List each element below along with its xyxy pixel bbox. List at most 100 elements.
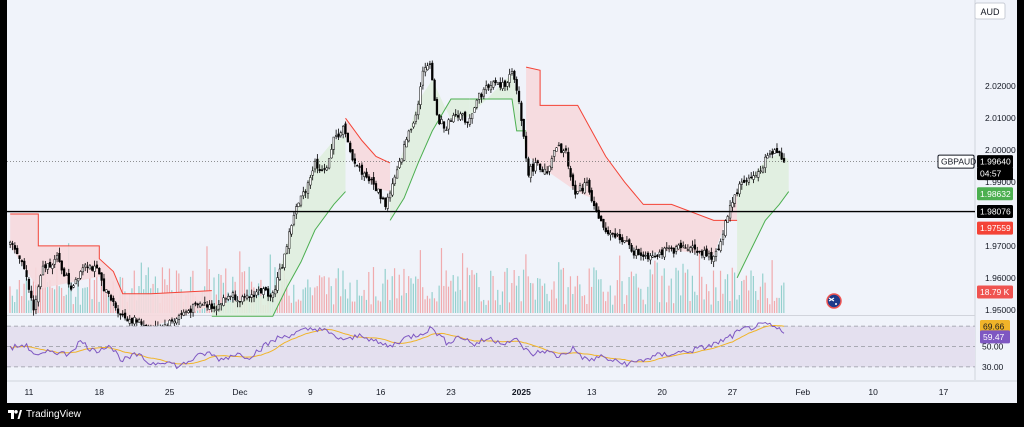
candle <box>372 172 375 190</box>
volume-bar <box>98 301 100 313</box>
volume-bar <box>35 267 37 313</box>
candle <box>210 300 213 313</box>
candle <box>342 125 345 139</box>
candle <box>86 261 89 273</box>
candle <box>426 62 429 71</box>
tradingview-logo[interactable]: TradingView <box>8 409 81 420</box>
volume-bar <box>347 298 349 313</box>
candle <box>660 247 664 260</box>
candle <box>489 81 493 93</box>
supertrend-line-down <box>345 117 391 164</box>
candle <box>557 142 561 147</box>
candle <box>58 247 61 263</box>
horizontal-line <box>7 161 975 213</box>
volume-bar <box>478 287 480 313</box>
volume-bar <box>11 295 13 313</box>
tradingview-brand: TradingView <box>26 409 82 420</box>
volume-bar <box>372 267 375 313</box>
volume-bar <box>586 303 588 313</box>
candle <box>517 86 521 105</box>
candle <box>320 165 324 172</box>
volume-bar <box>72 304 74 313</box>
volume-bar <box>703 299 705 313</box>
candle <box>403 140 406 162</box>
candle <box>609 229 612 241</box>
volume-bar <box>239 251 241 313</box>
candle <box>259 288 263 294</box>
candle <box>34 295 38 315</box>
candle <box>686 244 690 252</box>
volume-bar <box>738 295 740 313</box>
candle <box>241 294 244 305</box>
rsi-tick-label: 30.00 <box>982 362 1004 372</box>
candle <box>194 301 197 307</box>
candle <box>72 284 75 289</box>
price-chart[interactable]: 2.02000 2.01000 2.00000 1.99000 1.97000 1.960… <box>7 0 1017 403</box>
volume-bar <box>614 295 616 313</box>
candle <box>637 248 640 256</box>
volume-bar <box>527 276 529 313</box>
volume-bar <box>58 286 60 313</box>
candle <box>16 245 19 255</box>
candle <box>278 263 281 281</box>
candle <box>358 162 361 172</box>
volume-bar <box>248 266 250 313</box>
volume-bar <box>53 289 56 313</box>
candle <box>576 191 579 195</box>
volume-bar <box>309 287 311 313</box>
chart-area[interactable]: 2.02000 2.01000 2.00000 1.99000 1.97000 1.960… <box>7 0 1017 403</box>
volume-bar <box>661 275 663 313</box>
volume-bar <box>288 295 290 313</box>
rsi-value-tag: 59.47 <box>980 330 1010 344</box>
volume-bar <box>492 275 494 313</box>
candle <box>463 110 467 125</box>
volume-bar <box>673 303 675 313</box>
candle <box>276 271 279 294</box>
svg-text:1.98632: 1.98632 <box>980 189 1011 199</box>
volume-bar <box>668 285 670 313</box>
candle <box>222 294 225 307</box>
volume-bar <box>49 280 51 313</box>
volume-bar <box>9 286 11 313</box>
volume-bar <box>330 286 332 313</box>
time-tick-label: 9 <box>308 387 313 397</box>
candle <box>628 238 631 250</box>
candle <box>18 255 21 264</box>
volume-bar <box>637 287 640 313</box>
candle <box>700 249 704 259</box>
australia-flag-icon[interactable] <box>826 293 842 309</box>
volume-bar <box>370 304 372 313</box>
currency-box[interactable] <box>974 2 1006 20</box>
volume-bar <box>96 273 98 313</box>
candle <box>405 136 408 148</box>
volume-bar <box>225 268 227 313</box>
volume-bar <box>168 268 171 313</box>
volume-bar <box>269 254 271 313</box>
candle <box>384 197 387 210</box>
candle <box>121 310 124 318</box>
candle <box>116 305 120 318</box>
candle <box>177 313 181 325</box>
candle <box>281 264 284 269</box>
candle <box>649 252 652 265</box>
volume-bar <box>349 282 351 313</box>
candle <box>267 286 270 302</box>
volume-bar <box>752 275 754 313</box>
volume-bar <box>487 300 489 313</box>
candle <box>231 290 235 303</box>
volume-bar <box>588 268 590 313</box>
candle <box>187 309 190 314</box>
candle <box>764 153 767 173</box>
time-tick-label: 10 <box>868 387 878 397</box>
volume-bar <box>86 287 88 313</box>
volume-bar <box>323 276 325 313</box>
volume-bar <box>640 288 642 313</box>
volume-bar <box>396 298 398 313</box>
candle <box>632 247 636 259</box>
candle <box>346 132 349 143</box>
volume-bar <box>689 301 691 313</box>
rsi-pane <box>7 321 975 370</box>
volume-bar <box>70 276 72 313</box>
volume-bar <box>39 275 42 313</box>
volume-bar <box>520 301 522 313</box>
